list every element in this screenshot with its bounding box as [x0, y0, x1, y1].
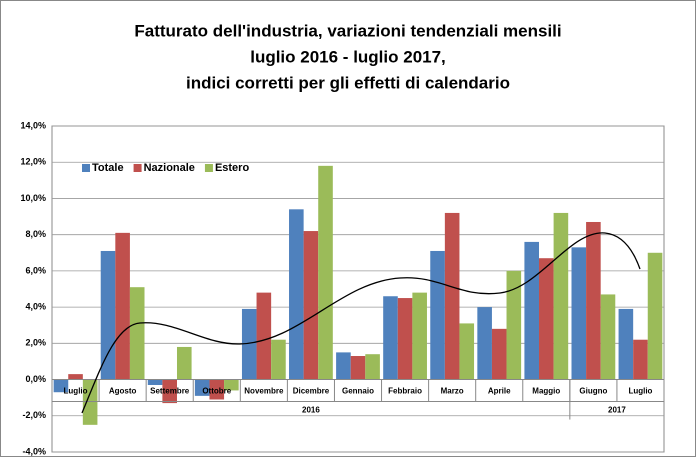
y-tick-label: 12,0% [20, 157, 46, 167]
bar [256, 292, 272, 380]
trend-line [81, 232, 641, 414]
x-tick-label: Luglio [628, 387, 652, 396]
bar [53, 379, 69, 393]
bar [318, 165, 333, 380]
y-tick-label: -4,0% [22, 446, 46, 456]
x-tick-label: Novembre [244, 387, 284, 396]
legend-swatch [204, 164, 213, 172]
bar [162, 379, 177, 404]
x-tick-label: Ottobre [202, 387, 231, 396]
bar [412, 292, 427, 380]
bar [303, 231, 319, 380]
bar [586, 221, 601, 380]
legend-label: Nazionale [144, 162, 195, 174]
bar [553, 212, 569, 380]
bar [633, 339, 648, 380]
x-tick-label: Febbraio [388, 387, 422, 396]
y-tick-label: 4,0% [25, 301, 46, 311]
bar [524, 241, 540, 380]
y-tick-label: 10,0% [20, 193, 46, 203]
bar [289, 209, 304, 380]
bar [618, 308, 634, 380]
bar [115, 232, 130, 380]
x-tick-label: Settembre [150, 387, 190, 396]
x-tick-label: Dicembre [293, 387, 330, 396]
y-tick-label: 8,0% [25, 229, 46, 239]
y-tick-label: 0,0% [25, 374, 46, 384]
bar [647, 252, 663, 380]
x-tick-label: Giugno [579, 387, 607, 396]
x-tick-label: Agosto [109, 387, 137, 396]
legend-label: Totale [92, 162, 124, 174]
bar [600, 294, 616, 380]
x-tick-label: Luglio [64, 387, 88, 396]
bar [444, 212, 460, 380]
bar [176, 346, 192, 380]
plot: -4,0% -2,0% 0,0% 2,0% 4,0% 6,0% 8,0% 10,0% 12,0%… [20, 120, 665, 456]
y-tick-label: 6,0% [25, 265, 46, 275]
bar [224, 379, 239, 391]
bar [491, 328, 507, 380]
chart-title: indici corretti per gli effetti di calen… [186, 73, 510, 92]
x-tick-label: Maggio [532, 387, 560, 396]
bar [82, 379, 98, 425]
bar [209, 379, 225, 400]
legend-swatch [133, 164, 142, 172]
bar [383, 296, 398, 380]
y-tick-label: -2,0% [22, 410, 46, 420]
chart-title: luglio 2016 - luglio 2017, [250, 47, 446, 66]
y-tick-label: 14,0% [20, 120, 46, 130]
x-tick-label: Aprile [488, 387, 511, 396]
bar [539, 258, 554, 380]
bar [336, 352, 351, 380]
bar [459, 323, 475, 380]
bar [147, 379, 163, 385]
x-tick-label: Gennaio [342, 387, 374, 396]
group-label: 2016 [302, 406, 320, 415]
bar [477, 307, 492, 380]
bar [506, 270, 522, 380]
chart-title: Fatturato dell'industria, variazioni ten… [134, 21, 561, 40]
bar [365, 354, 380, 380]
bar [430, 250, 445, 380]
bar [571, 247, 587, 380]
bar [68, 374, 83, 380]
legend-label: Estero [215, 162, 250, 174]
bar [100, 250, 116, 380]
bar [271, 339, 286, 380]
bar [194, 379, 210, 396]
x-tick-label: Marzo [441, 387, 464, 396]
bar [241, 308, 257, 380]
bar [350, 356, 366, 380]
bar [397, 298, 413, 380]
group-label: 2017 [608, 406, 626, 415]
bar [129, 287, 145, 380]
legend-swatch [82, 164, 90, 172]
y-tick-label: 2,0% [25, 338, 46, 348]
